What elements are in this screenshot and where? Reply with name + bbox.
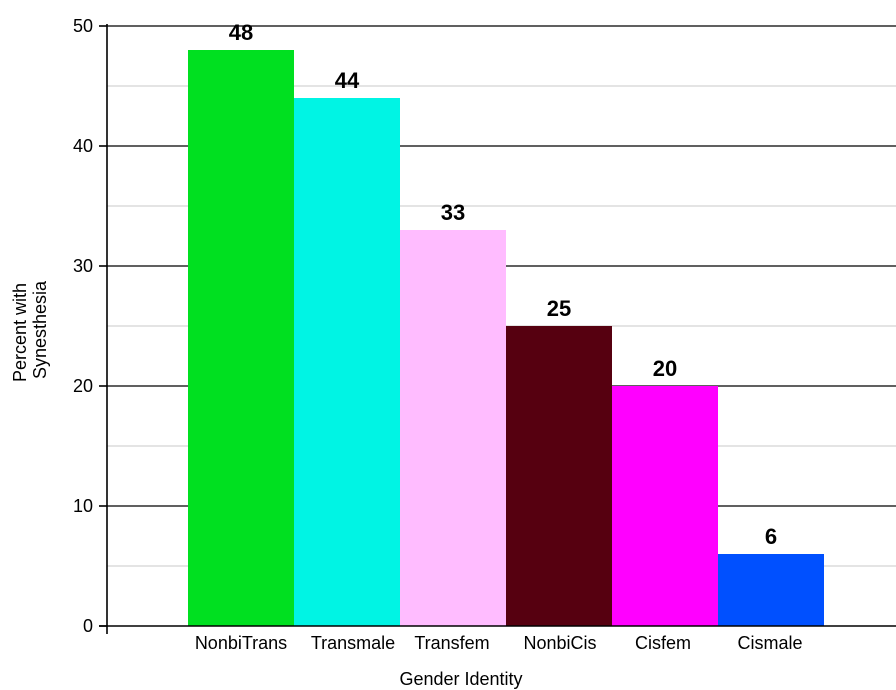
data-label: 20 bbox=[653, 356, 677, 381]
y-tick-label: 30 bbox=[73, 256, 93, 276]
y-tick-label: 40 bbox=[73, 136, 93, 156]
data-label: 33 bbox=[441, 200, 465, 225]
bar-nonbicis bbox=[506, 326, 612, 626]
bar-transfem bbox=[400, 230, 506, 626]
y-axis-title-line-2: Synesthesia bbox=[30, 280, 50, 379]
data-label: 48 bbox=[229, 20, 253, 45]
data-labels: 48 44 33 25 20 6 bbox=[229, 20, 777, 549]
data-label: 44 bbox=[335, 68, 360, 93]
bar-transmale bbox=[294, 98, 400, 626]
y-axis-title-line-1: Percent with bbox=[10, 283, 30, 382]
category-label: Cisfem bbox=[635, 633, 691, 653]
bar-nonbitrans bbox=[188, 50, 294, 626]
bars bbox=[188, 50, 824, 626]
y-tick-labels: 0 10 20 30 40 50 bbox=[73, 16, 93, 636]
category-label: Cismale bbox=[737, 633, 802, 653]
bar-cisfem bbox=[612, 386, 718, 626]
data-label: 25 bbox=[547, 296, 571, 321]
y-tick-label: 10 bbox=[73, 496, 93, 516]
data-label: 6 bbox=[765, 524, 777, 549]
y-tick-label: 50 bbox=[73, 16, 93, 36]
y-tick-label: 20 bbox=[73, 376, 93, 396]
axes bbox=[99, 24, 896, 634]
y-tick-label: 0 bbox=[83, 616, 93, 636]
x-axis-title: Gender Identity bbox=[399, 669, 522, 689]
bar-cismale bbox=[718, 554, 824, 626]
category-label: Transmale bbox=[311, 633, 395, 653]
category-label: Transfem bbox=[414, 633, 489, 653]
x-category-labels: NonbiTrans Transmale Transfem NonbiCis Cisfe… bbox=[195, 633, 803, 653]
y-axis-title: Percent with Synesthesia bbox=[10, 278, 50, 382]
category-label: NonbiCis bbox=[523, 633, 596, 653]
category-label: NonbiTrans bbox=[195, 633, 287, 653]
